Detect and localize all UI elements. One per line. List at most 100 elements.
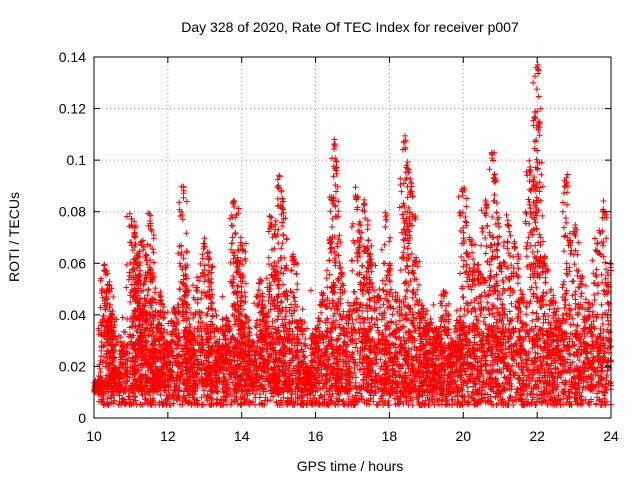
- data-point: [183, 230, 190, 237]
- data-point: [197, 314, 204, 321]
- data-point: [294, 286, 301, 293]
- data-point: [294, 280, 301, 287]
- data-point: [505, 402, 512, 409]
- data-point: [131, 243, 138, 250]
- data-point: [178, 249, 185, 256]
- data-point: [307, 287, 314, 294]
- data-point: [259, 293, 266, 300]
- data-point: [275, 240, 282, 247]
- data-point: [257, 276, 264, 283]
- data-point: [287, 304, 294, 311]
- data-point: [120, 396, 127, 403]
- data-point: [508, 342, 515, 349]
- data-point: [280, 231, 287, 238]
- data-point: [157, 288, 164, 295]
- data-point: [149, 246, 156, 253]
- data-point: [288, 267, 295, 274]
- data-point: [126, 210, 133, 217]
- data-point: [235, 282, 242, 289]
- data-point: [123, 284, 130, 291]
- data-point: [278, 245, 285, 252]
- data-point: [228, 240, 235, 247]
- data-point: [246, 316, 253, 323]
- data-point: [203, 312, 210, 319]
- data-point: [344, 333, 351, 340]
- data-point: [292, 298, 299, 305]
- data-point: [580, 397, 587, 404]
- data-point: [276, 172, 283, 179]
- data-point: [279, 195, 286, 202]
- data-point: [101, 261, 108, 268]
- data-point: [442, 401, 449, 408]
- data-point: [277, 299, 284, 306]
- data-point: [518, 320, 525, 327]
- data-point: [228, 222, 235, 229]
- data-point: [290, 293, 297, 300]
- data-point: [402, 392, 409, 399]
- data-point: [303, 325, 310, 332]
- data-point: [295, 395, 302, 402]
- data-point: [229, 311, 236, 318]
- data-point: [143, 252, 150, 259]
- data-point: [139, 391, 146, 398]
- data-point: [524, 391, 531, 398]
- data-point: [279, 223, 286, 230]
- data-point: [335, 401, 342, 408]
- data-point: [533, 391, 540, 398]
- data-point: [197, 260, 204, 267]
- data-point: [176, 260, 183, 267]
- data-point: [267, 397, 274, 404]
- data-point: [199, 251, 206, 258]
- data-point: [232, 229, 239, 236]
- data-point: [283, 235, 290, 242]
- data-point: [213, 388, 220, 395]
- data-point: [179, 216, 186, 223]
- data-point: [130, 400, 137, 407]
- data-point: [280, 232, 287, 239]
- data-point: [265, 228, 272, 235]
- data-point: [209, 263, 216, 270]
- data-point: [200, 240, 207, 247]
- data-point: [146, 392, 153, 399]
- data-point: [231, 204, 238, 211]
- data-point: [205, 256, 212, 263]
- data-point: [148, 401, 155, 408]
- data-point: [95, 325, 102, 332]
- data-point: [274, 184, 281, 191]
- data-points: [91, 61, 614, 409]
- data-point: [528, 390, 535, 397]
- data-point: [444, 332, 451, 339]
- data-point: [280, 270, 287, 277]
- data-point: [542, 399, 549, 406]
- data-point: [572, 398, 579, 405]
- data-point: [502, 379, 509, 386]
- data-point: [209, 299, 216, 306]
- data-point: [267, 213, 274, 220]
- data-point: [176, 285, 183, 292]
- data-point: [563, 399, 570, 406]
- data-point: [227, 391, 234, 398]
- data-point: [128, 242, 135, 249]
- data-point: [359, 360, 366, 367]
- data-point: [183, 198, 190, 205]
- data-point: [314, 322, 321, 329]
- data-point: [218, 401, 225, 408]
- data-point: [293, 270, 300, 277]
- data-point: [148, 226, 155, 233]
- data-point: [204, 335, 211, 342]
- data-point: [132, 240, 139, 247]
- data-point: [176, 199, 183, 206]
- data-point: [443, 397, 450, 404]
- data-point: [352, 344, 359, 351]
- data-point: [204, 310, 211, 317]
- data-point: [294, 394, 301, 401]
- data-point: [592, 401, 599, 408]
- data-point: [366, 401, 373, 408]
- data-point: [230, 273, 237, 280]
- data-point: [145, 286, 152, 293]
- data-point: [278, 298, 285, 305]
- data-point: [129, 247, 136, 254]
- data-point: [488, 401, 495, 408]
- data-point: [98, 338, 105, 345]
